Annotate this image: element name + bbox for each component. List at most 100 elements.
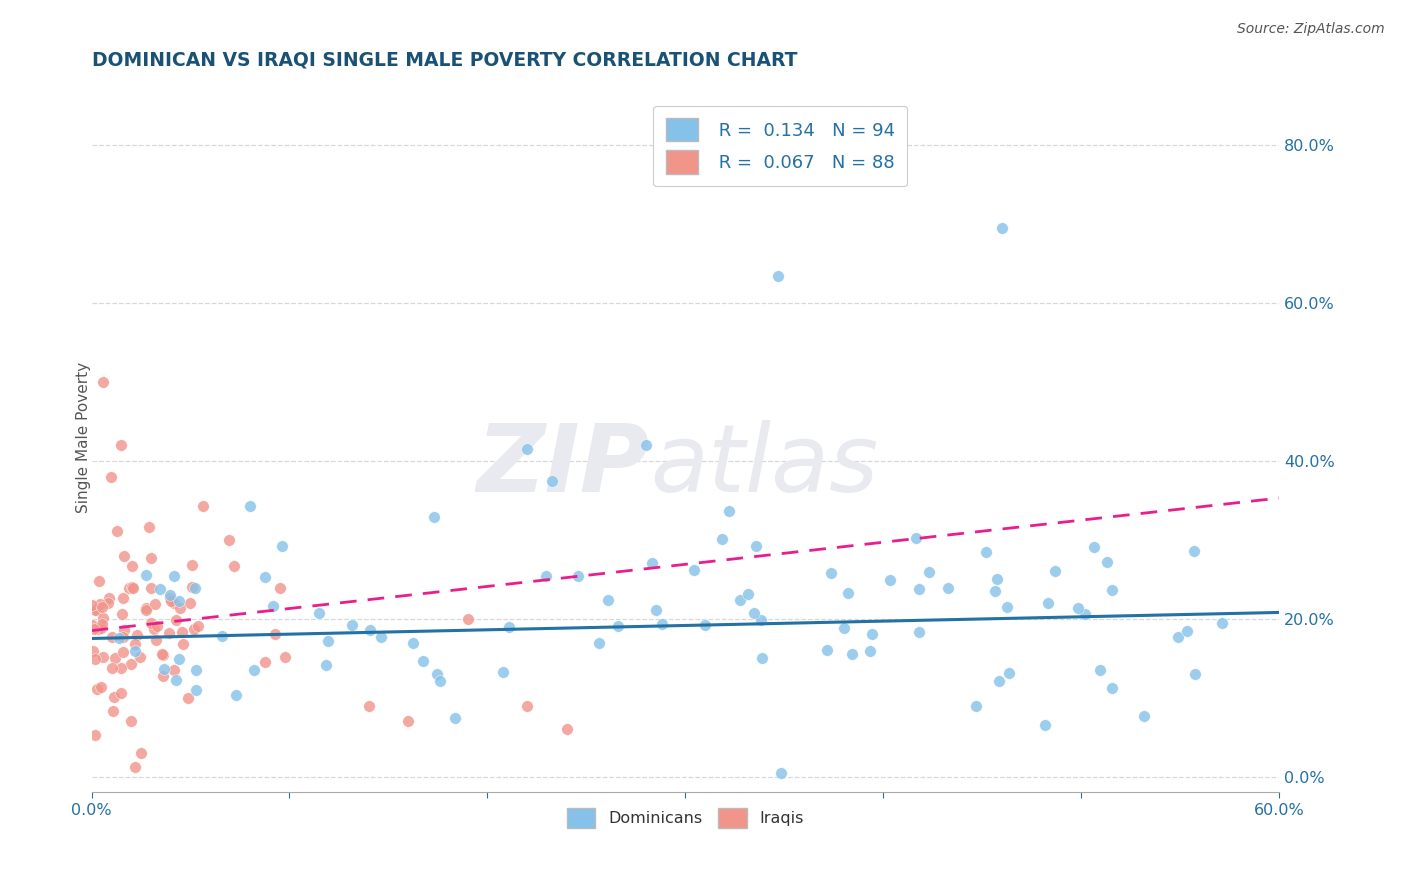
Point [498, 620, 520, 634]
Point [183, 622, 205, 636]
Point [111, 631, 134, 645]
Point [492, 665, 515, 679]
Point [93, 375, 115, 389]
Point [163, 596, 186, 610]
Point [124, 644, 146, 658]
Point [357, 698, 380, 713]
Point [222, 558, 245, 573]
Point [737, 587, 759, 601]
Point [907, 624, 929, 639]
Point [135, 600, 157, 615]
Point [103, 690, 125, 705]
Point [193, 499, 215, 513]
Point [112, 623, 135, 637]
Point [177, 691, 200, 706]
Point [97, 596, 120, 610]
Point [139, 582, 162, 596]
Text: Source: ZipAtlas.com: Source: ZipAtlas.com [1237, 22, 1385, 37]
Point [89, 597, 111, 611]
Point [710, 532, 733, 546]
Point [606, 618, 628, 632]
Point [90, 600, 112, 615]
Point [1067, 601, 1090, 615]
Point [181, 580, 204, 594]
Point [135, 603, 157, 617]
Point [254, 570, 277, 584]
Point [122, 581, 145, 595]
Point [340, 618, 363, 632]
Point [83, 622, 105, 636]
Point [1182, 543, 1205, 558]
Point [837, 586, 859, 600]
Point [87, 622, 110, 636]
Point [879, 573, 901, 587]
Point [112, 591, 135, 606]
Point [184, 663, 207, 677]
Point [159, 588, 181, 602]
Y-axis label: Single Male Poverty: Single Male Poverty [76, 362, 91, 513]
Point [1088, 663, 1111, 677]
Point [165, 613, 187, 627]
Point [112, 645, 135, 659]
Point [651, 617, 673, 632]
Point [820, 566, 842, 581]
Point [860, 627, 883, 641]
Text: atlas: atlas [650, 420, 877, 511]
Point [859, 644, 882, 658]
Point [179, 596, 201, 610]
Point [683, 563, 706, 577]
Point [443, 711, 465, 725]
Point [751, 651, 773, 665]
Point [273, 649, 295, 664]
Point [841, 647, 863, 661]
Point [165, 673, 187, 687]
Point [986, 572, 1008, 586]
Point [402, 636, 425, 650]
Point [308, 607, 330, 621]
Point [167, 652, 190, 666]
Point [254, 655, 277, 669]
Point [157, 626, 180, 640]
Point [84, 652, 107, 666]
Point [180, 558, 202, 573]
Point [315, 658, 337, 673]
Point [218, 533, 240, 548]
Point [101, 661, 124, 675]
Point [262, 599, 284, 613]
Point [316, 634, 339, 648]
Point [1097, 555, 1119, 569]
Point [263, 627, 285, 641]
Point [86, 682, 108, 697]
Point [426, 666, 449, 681]
Point [988, 673, 1011, 688]
Point [1167, 630, 1189, 644]
Point [984, 584, 1007, 599]
Point [1033, 718, 1056, 732]
Point [163, 663, 186, 677]
Point [142, 622, 165, 636]
Point [567, 569, 589, 583]
Point [396, 714, 419, 729]
Point [832, 621, 855, 635]
Point [541, 474, 564, 488]
Point [84, 728, 107, 742]
Point [129, 746, 152, 760]
Point [160, 594, 183, 608]
Point [91, 650, 114, 665]
Point [186, 683, 208, 698]
Text: ZIP: ZIP [477, 420, 650, 512]
Point [749, 613, 772, 627]
Point [141, 550, 163, 565]
Point [100, 630, 122, 644]
Point [159, 591, 181, 606]
Point [145, 598, 167, 612]
Point [918, 565, 941, 579]
Point [730, 593, 752, 607]
Point [1036, 596, 1059, 610]
Point [588, 636, 610, 650]
Point [100, 469, 122, 483]
Point [1073, 607, 1095, 621]
Point [908, 582, 931, 596]
Point [152, 668, 174, 682]
Point [516, 442, 538, 457]
